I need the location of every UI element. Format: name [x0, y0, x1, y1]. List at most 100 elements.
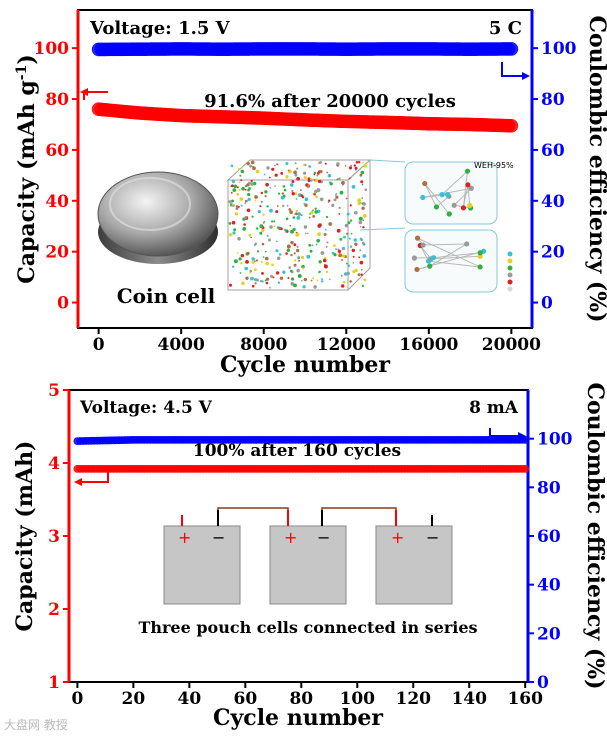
- y-tick-label-left: 4: [48, 454, 60, 474]
- atom-dot: [343, 280, 346, 284]
- atom-dot: [293, 170, 297, 175]
- bond: [467, 184, 471, 206]
- atom-dot: [279, 276, 284, 280]
- atom-dot: [276, 240, 278, 243]
- atom-dot: [233, 259, 238, 264]
- atom-dot: [290, 229, 294, 234]
- atom-dot: [266, 234, 269, 237]
- coin-cell-illustration: [97, 171, 219, 264]
- atom-dot: [300, 194, 304, 198]
- y-tick-label-right: 40: [541, 192, 565, 212]
- atom-dot: [291, 192, 295, 196]
- atom-dot: [292, 216, 296, 219]
- atom-dot: [296, 248, 300, 253]
- atom-dot: [308, 165, 312, 168]
- atom-dot: [291, 189, 294, 193]
- atom-dot: [296, 216, 301, 220]
- atom-dot: [315, 195, 318, 198]
- atom-dot: [239, 174, 242, 177]
- atom-dot: [238, 181, 241, 184]
- y-tick-label-right: 100: [541, 39, 577, 59]
- atom-dot: [303, 176, 307, 179]
- y-tick-label-right: 0: [541, 294, 553, 314]
- atom-dot: [325, 246, 328, 248]
- atom-dot: [243, 223, 246, 226]
- y-axis-title-right: Coulombic efficiency (%): [582, 382, 607, 689]
- atom-dot: [344, 223, 349, 228]
- atom-dot: [314, 178, 318, 183]
- box-front: [227, 179, 349, 291]
- atom-dot: [301, 267, 305, 270]
- atom-dot: [361, 268, 363, 271]
- atom-dot: [269, 208, 273, 213]
- atom-dot: [240, 169, 245, 174]
- atom-dot: [331, 251, 335, 255]
- atom-dot: [323, 233, 327, 236]
- atom-dot: [314, 210, 319, 214]
- atom-dot: [254, 282, 257, 285]
- atom-dot: [248, 181, 250, 184]
- atom-dot: [354, 211, 358, 215]
- minus-sign-icon: −: [317, 528, 330, 547]
- atom-dot: [241, 186, 245, 191]
- atom-dot: [266, 166, 270, 170]
- atom-dot: [296, 167, 299, 170]
- atom-dot: [293, 283, 297, 288]
- atom-dot: [363, 164, 368, 168]
- atom-dot: [289, 230, 292, 232]
- atom-dot: [338, 213, 341, 215]
- atom-dot: [251, 215, 254, 218]
- atom-dot: [362, 254, 367, 258]
- atom-dot: [241, 281, 245, 286]
- atom-dot: [271, 167, 275, 171]
- atom: [464, 168, 471, 174]
- atom-dot: [336, 228, 341, 233]
- atom-dot: [232, 265, 235, 268]
- atom-dot: [262, 213, 265, 216]
- atom-dot: [313, 171, 317, 175]
- y-tick-label-right: 0: [537, 673, 549, 693]
- atom-dot: [358, 161, 361, 164]
- atom-dot: [240, 253, 245, 258]
- atom-dot: [239, 272, 242, 274]
- bond: [430, 255, 481, 260]
- atom-dot: [228, 200, 232, 204]
- atom-dot: [338, 206, 341, 209]
- atom-dot: [315, 243, 318, 246]
- atom-dot: [264, 250, 267, 253]
- atom-dot: [259, 205, 262, 208]
- y-tick-label-right: 80: [541, 90, 565, 110]
- atom-dot: [326, 241, 329, 244]
- atom-dot: [313, 173, 316, 176]
- y-tick-label-right: 80: [537, 478, 561, 498]
- series-group: [91, 42, 519, 133]
- atom-dot: [311, 244, 314, 247]
- atom-dot: [234, 212, 239, 216]
- atom-dot: [263, 173, 266, 176]
- atom-dot: [286, 204, 289, 207]
- y-tick-label-left: 3: [48, 527, 60, 547]
- atom-dot: [329, 278, 331, 281]
- atom-dot: [358, 220, 363, 225]
- bond: [424, 183, 437, 208]
- y-axis-title-left: Capacity (mAh): [12, 441, 38, 632]
- atom-dot: [260, 191, 264, 195]
- atom-dot: [300, 279, 303, 282]
- atom-dot: [290, 253, 293, 257]
- atom-dot: [259, 224, 264, 229]
- voltage-label: Voltage: 4.5 V: [79, 398, 213, 418]
- atom-dot: [260, 261, 263, 263]
- atom-dot: [239, 197, 244, 201]
- atom-dot: [360, 238, 363, 242]
- coin-top: [97, 171, 219, 257]
- atom-dot: [364, 188, 368, 191]
- atom-dot: [289, 183, 294, 187]
- atom-dot: [246, 251, 250, 255]
- atom-dot: [295, 232, 300, 237]
- atom-dot: [261, 228, 265, 233]
- y-tick-label-left: 60: [45, 141, 69, 161]
- atom-dot: [304, 197, 309, 201]
- atom-dot: [316, 171, 320, 175]
- atom-dot: [232, 188, 237, 193]
- atom-dot: [347, 221, 351, 225]
